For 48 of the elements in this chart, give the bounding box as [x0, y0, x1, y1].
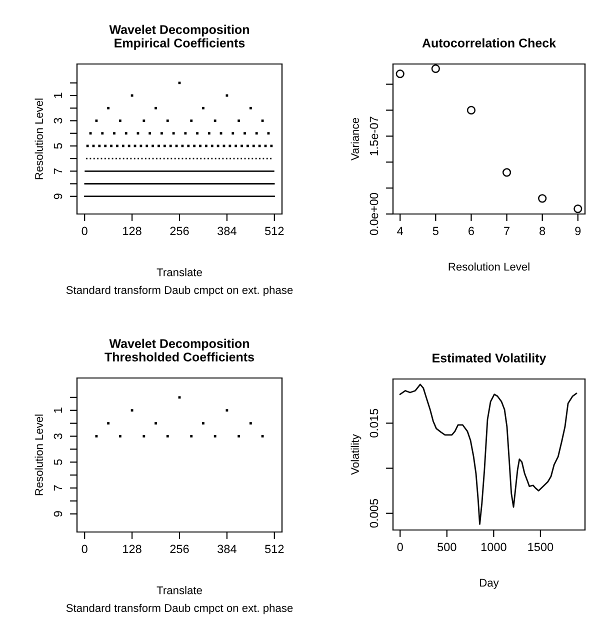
chart-title: Autocorrelation Check: [422, 38, 556, 48]
x-tick-label: 256: [170, 544, 189, 554]
x-tick-label: 1000: [481, 542, 506, 552]
x-tick-label: 128: [123, 226, 142, 236]
y-axis-title: Resolution Level: [34, 98, 43, 180]
y-tick-label: 9: [54, 511, 62, 517]
y-axis-title: Resolution Level: [34, 414, 43, 496]
y-tick-label: 0.015: [370, 408, 378, 438]
chart-title: Wavelet Decomposition Empirical Coefficients: [109, 24, 249, 50]
text: Standard transform Daub cmpct on ext. phase: [66, 604, 293, 614]
y-tick-label: 3: [54, 433, 62, 440]
chart-title: Wavelet Decomposition Thresholded Coefficients: [104, 338, 254, 362]
y-axis-title: Variance: [350, 118, 359, 160]
y-tick-label: 1.5e-07: [370, 116, 378, 156]
x-tick-label: 384: [218, 544, 236, 554]
x-tick-label: 512: [265, 226, 284, 236]
y-tick-label: 0.005: [370, 499, 378, 528]
y-tick-label: 3: [54, 118, 62, 124]
x-tick-label: 1500: [528, 542, 554, 552]
x-tick-label: 4: [397, 226, 404, 236]
x-tick-label: 9: [575, 226, 581, 236]
y-tick-label: 7: [54, 485, 62, 491]
x-axis-title: Translate: [156, 268, 202, 276]
x-tick-label: 0: [397, 542, 403, 552]
x-tick-label: 0: [82, 544, 88, 554]
y-tick-label: 5: [54, 459, 62, 465]
x-tick-label: 256: [170, 226, 189, 236]
x-tick-label: 8: [540, 226, 546, 236]
y-axis-title: Volatility: [350, 434, 362, 475]
x-tick-label: 384: [218, 226, 236, 236]
x-tick-label: 0: [82, 226, 88, 236]
y-tick-label: 9: [54, 194, 62, 200]
x-tick-label: 6: [468, 226, 474, 236]
y-tick-label: 0.0e+00: [370, 192, 378, 236]
x-tick-label: 5: [432, 226, 438, 236]
x-axis-title: Translate: [156, 586, 202, 594]
text: Standard transform Daub cmpct on ext. phase: [66, 286, 293, 296]
y-tick-label: 1: [54, 92, 62, 98]
y-tick-label: 5: [54, 143, 62, 149]
x-tick-label: 512: [265, 544, 284, 554]
y-tick-label: 7: [54, 168, 62, 174]
x-axis-title: Resolution Level: [448, 262, 530, 271]
x-tick-label: 7: [504, 226, 510, 236]
x-axis-title: Day: [480, 578, 499, 589]
chart-title: Estimated Volatility: [432, 353, 546, 365]
x-tick-label: 128: [123, 544, 142, 554]
x-tick-label: 500: [438, 542, 456, 552]
y-tick-label: 1: [54, 408, 62, 413]
